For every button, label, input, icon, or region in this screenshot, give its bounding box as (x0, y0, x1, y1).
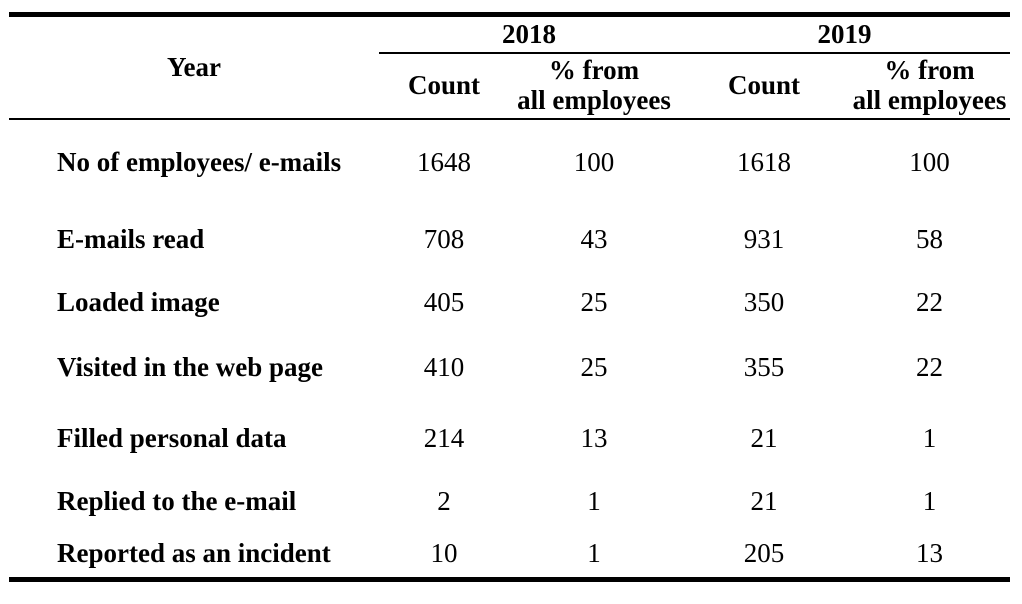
cell-count-2018: 708 (423, 223, 465, 254)
column-header-year: Year (9, 14, 379, 120)
row-label: Filled personal data (57, 422, 287, 453)
row-label: Loaded image (57, 286, 220, 317)
cell-count-2018: 410 (423, 351, 465, 382)
row-label: E-mails read (57, 223, 205, 254)
cell-pct-2018: 43 (580, 223, 608, 254)
cell-pct-2019: 1 (922, 486, 937, 517)
table-row-emails-read: E-mails read 708 43 931 58 (9, 207, 1010, 273)
table-row-filled-personal-data: Filled personal data 214 13 21 1 (9, 403, 1010, 475)
cell-pct-2019: 100 (909, 147, 950, 178)
cell-pct-2019: 22 (916, 351, 943, 382)
column-header-pct-2018: % from all employees (509, 52, 679, 120)
cell-count-2018: 1648 (417, 147, 471, 178)
pct-header-line2: all employees (517, 84, 671, 115)
table-header-years-row: Year 2018 2019 (9, 14, 1010, 120)
cell-pct-2018: 1 (587, 486, 601, 517)
cell-count-2018: 214 (423, 422, 465, 453)
table-row-loaded-image: Loaded image 405 25 350 22 (9, 273, 1010, 333)
cell-count-2019: 21 (750, 422, 778, 453)
row-label: Visited in the web page (57, 351, 324, 382)
column-header-pct-2019: % from all employees (849, 52, 1010, 120)
column-group-2018: 2018 (379, 14, 679, 54)
cell-pct-2018: 1 (587, 537, 601, 568)
pct-header-line1: % from (548, 54, 640, 85)
cell-pct-2018: 13 (580, 422, 608, 453)
row-label: Replied to the e-mail (57, 486, 297, 517)
row-label: Reported as an incident (57, 537, 331, 568)
cell-pct-2018: 25 (580, 351, 608, 382)
cell-pct-2019: 1 (922, 422, 937, 453)
cell-count-2018: 2 (437, 486, 451, 517)
row-label: No of employees/ e-mails (57, 147, 342, 178)
cell-pct-2019: 58 (916, 223, 943, 254)
column-header-count-2019: Count (679, 52, 849, 120)
cell-count-2018: 10 (430, 537, 458, 568)
cell-count-2018: 405 (423, 286, 465, 317)
column-header-count-2018: Count (379, 52, 509, 120)
table-row-replied-email: Replied to the e-mail 2 1 21 1 (9, 475, 1010, 530)
table-subheader-row: Count % from all employees Count % from al… (9, 52, 1010, 120)
pct-header-line1: % from (884, 54, 975, 85)
cell-pct-2019: 22 (916, 286, 943, 317)
column-group-2019: 2019 (679, 14, 1010, 54)
table-row-reported-incident: Reported as an incident 10 1 205 13 (9, 530, 1010, 580)
table-row-employees: No of employees/ e-mails 1648 100 1618 1… (9, 119, 1010, 207)
pct-header-line2: all employees (852, 84, 1007, 115)
cell-count-2019: 931 (743, 223, 785, 254)
cell-pct-2019: 13 (916, 537, 943, 568)
cell-count-2019: 205 (743, 537, 785, 568)
cell-count-2019: 1618 (737, 147, 791, 178)
phishing-stats-table: Year 2018 2019 Count % from all employees… (9, 12, 1010, 582)
cell-pct-2018: 25 (580, 286, 608, 317)
cell-pct-2018: 100 (573, 147, 615, 178)
cell-count-2019: 21 (750, 486, 778, 517)
cell-count-2019: 355 (743, 351, 785, 382)
table-row-visited-web-page: Visited in the web page 410 25 355 22 (9, 333, 1010, 403)
cell-count-2019: 350 (743, 286, 785, 317)
